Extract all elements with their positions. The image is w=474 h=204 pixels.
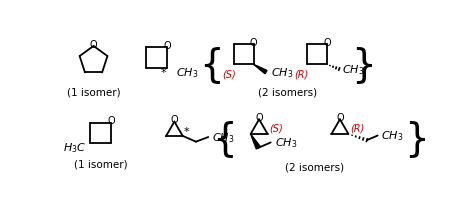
Text: O: O — [323, 38, 331, 48]
Text: {: { — [199, 45, 224, 83]
Text: }: } — [351, 45, 375, 83]
Text: $CH_3$: $CH_3$ — [381, 129, 403, 143]
Text: {: { — [212, 119, 237, 157]
Text: *: * — [183, 126, 189, 136]
Text: (S): (S) — [222, 69, 236, 79]
Text: (1 isomer): (1 isomer) — [73, 159, 128, 169]
Text: (1 isomer): (1 isomer) — [67, 87, 120, 97]
Text: $H_3C$: $H_3C$ — [63, 141, 86, 154]
Text: $CH_3$: $CH_3$ — [271, 66, 293, 80]
Text: $CH_3$: $CH_3$ — [212, 131, 235, 144]
Text: (R): (R) — [350, 123, 364, 133]
Text: O: O — [171, 115, 178, 125]
Text: $CH_3$: $CH_3$ — [175, 65, 198, 79]
Text: $CH_3$: $CH_3$ — [342, 63, 365, 76]
Text: O: O — [90, 39, 97, 49]
Text: }: } — [405, 119, 429, 157]
Text: O: O — [336, 112, 344, 122]
Text: (2 isomers): (2 isomers) — [285, 161, 344, 171]
Text: (R): (R) — [294, 69, 309, 79]
Text: O: O — [107, 116, 115, 126]
Text: *: * — [161, 67, 166, 77]
Text: O: O — [250, 38, 257, 48]
Text: O: O — [163, 41, 171, 51]
Text: (S): (S) — [269, 123, 283, 133]
Polygon shape — [254, 65, 267, 74]
Text: $CH_3$: $CH_3$ — [275, 136, 298, 150]
Text: O: O — [255, 112, 263, 122]
Polygon shape — [251, 134, 260, 149]
Text: (2 isomers): (2 isomers) — [258, 87, 317, 97]
